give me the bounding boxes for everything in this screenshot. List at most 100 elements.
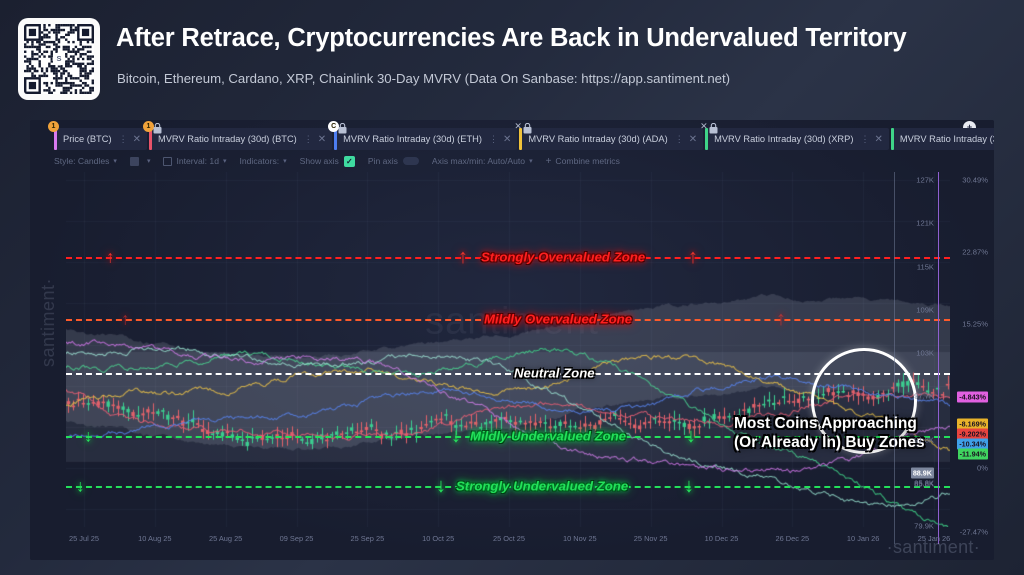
style-dropdown[interactable]: Style: Candles ▾: [54, 156, 117, 166]
date-axis-tick: 10 Nov 25: [562, 534, 597, 543]
checkbox-checked-icon[interactable]: ✓: [343, 155, 355, 167]
close-icon[interactable]: ✕: [514, 121, 522, 131]
zone-arrow: ↑: [106, 247, 115, 267]
tab-close-icon[interactable]: ✕: [317, 133, 327, 145]
show-axis-label: Show axis: [299, 156, 339, 166]
combine-metrics-button[interactable]: + Combine metrics: [546, 156, 620, 167]
axis-minmax-dropdown[interactable]: Axis max/min: Auto/Auto ▾: [432, 156, 533, 166]
metric-tab-2[interactable]: C MVRV Ratio Intraday (30d) (ETH) ⋮ ✕: [328, 121, 518, 150]
percent-axis-tick: -27.47%: [959, 527, 988, 537]
close-icon[interactable]: ✕: [700, 121, 708, 131]
zone-arrow: ↓: [451, 425, 461, 448]
date-axis-tick: 10 Aug 25: [138, 534, 172, 543]
chevron-down-icon: ▾: [113, 158, 117, 165]
price-last-value-badge: 88.9K: [910, 467, 934, 479]
percent-axis-line: [938, 172, 939, 544]
pin-axis-label: Pin axis: [367, 156, 398, 166]
indicators-dropdown[interactable]: Indicators: ▾: [239, 156, 286, 166]
percent-axis-tick: 0%: [977, 463, 988, 473]
series-value-badge: -9.202%: [957, 428, 988, 440]
metric-tab-label: MVRV Ratio Intraday (30d) (ETH): [343, 134, 482, 144]
watermark-center: santiment: [425, 300, 599, 343]
callout-line-2: (Or Already In) Buy Zones: [734, 433, 925, 451]
tab-menu-icon[interactable]: ⋮: [674, 133, 684, 144]
watermark-left: santiment·: [38, 278, 58, 368]
zone-arrow: ↓: [84, 426, 93, 446]
plot-canvas: [66, 172, 950, 527]
tab-menu-icon[interactable]: ⋮: [303, 133, 313, 144]
tab-close-icon[interactable]: ✕: [132, 133, 141, 145]
zone-line: [66, 436, 950, 439]
date-axis-tick: 09 Sep 25: [279, 534, 314, 543]
style-label: Style: Candles: [54, 156, 110, 166]
plus-icon: +: [545, 155, 552, 167]
page-title: After Retrace, Cryptocurrencies Are Back…: [116, 24, 907, 52]
price-axis-tick: 91.8K: [914, 435, 934, 444]
metric-tab-4[interactable]: ✕ MVRV Ratio Intraday (30d) (XRP) ⋮ ✕: [700, 121, 889, 150]
pin-axis-toggle[interactable]: Pin axis: [368, 156, 419, 166]
zone-arrow: ↑: [458, 246, 468, 269]
tab-color-bar: [334, 128, 338, 150]
metric-tab-0[interactable]: 1 Price (BTC) ⋮ ✕: [48, 121, 147, 150]
zone-arrow: ↓: [76, 476, 85, 496]
color-swatch-icon: [129, 156, 139, 166]
price-axis[interactable]: 127K 121K 115K 109K 103K 97.7K 91.8K 85.8K 79.9K…: [894, 172, 936, 544]
metric-tab-label: MVRV Ratio Intraday (30d) (LINK): [899, 134, 994, 144]
chart-toolbar[interactable]: Style: Candles ▾ ▾ Interval: 1d ▾ Indica…: [54, 152, 633, 170]
zone-arrow: ↓: [684, 475, 694, 498]
metric-tab-label: MVRV Ratio Intraday (30d) (XRP): [714, 134, 854, 144]
metric-tab-3[interactable]: ✕ MVRV Ratio Intraday (30d) (ADA) ⋮ ✕: [514, 121, 704, 150]
callout-line-1: Most Coins Approaching: [734, 415, 917, 432]
chevron-down-icon: ▾: [283, 158, 287, 165]
tab-menu-icon[interactable]: ⋮: [118, 133, 128, 144]
interval-dropdown[interactable]: Interval: 1d ▾: [163, 156, 226, 166]
plot-area[interactable]: Strongly Overvalued Zone ↑ ↑ Mildly Overval…: [66, 172, 950, 527]
price-axis-tick: 79.9K: [914, 521, 934, 531]
color-swatch-dropdown[interactable]: ▾: [129, 156, 150, 166]
series-value-badge: -4.843%: [957, 391, 988, 403]
tab-menu-icon[interactable]: ⋮: [860, 133, 870, 144]
lock-icon: [153, 121, 162, 134]
metric-tab-5[interactable]: MVRV Ratio Intraday (30d) (LINK)⋮✕: [890, 128, 994, 150]
zone-line: [66, 486, 950, 489]
lock-icon: [523, 121, 532, 134]
price-axis-tick: 127K: [916, 175, 934, 185]
show-axis-toggle[interactable]: Show axis ✓: [299, 155, 355, 167]
tab-close-icon[interactable]: ✕: [688, 133, 698, 145]
metric-tab-1[interactable]: 1 MVRV Ratio Intraday (30d) (BTC) ⋮ ✕: [142, 121, 333, 150]
toggle-switch-icon[interactable]: [402, 157, 419, 165]
zone-arrow: ↑: [688, 246, 698, 269]
date-axis-tick: 25 Jul 25: [69, 534, 99, 543]
tab-menu-icon[interactable]: ⋮: [488, 133, 498, 144]
qr-code-icon[interactable]: [18, 18, 100, 100]
price-axis-tick: 97.7K: [914, 391, 934, 401]
percent-axis-tick: 30.49%: [962, 175, 988, 185]
metric-tab-label: MVRV Ratio Intraday (30d) (ADA): [528, 134, 668, 144]
axis-minmax-label: Axis max/min: Auto/Auto: [431, 156, 526, 166]
price-secondary-value: 85.8K: [914, 479, 934, 489]
date-axis-tick: 25 Jan 26: [917, 534, 951, 543]
series-value-badge: -11.94%: [957, 448, 988, 460]
tab-color-bar: [148, 128, 152, 150]
metric-tab-label: MVRV Ratio Intraday (30d) (BTC): [157, 134, 297, 144]
price-axis-tick: 115K: [916, 262, 934, 271]
zone-label: Strongly Overvalued Zone: [481, 249, 646, 265]
tab-close-icon[interactable]: ✕: [502, 133, 512, 145]
price-axis-tick: 109K: [916, 305, 934, 315]
date-axis[interactable]: 25 Jul 25 10 Aug 25 25 Aug 25 09 Sep 25 25 S…: [66, 534, 950, 548]
chart-panel: santiment· santiment 1 Price (BTC) ⋮ ✕ 1 MVRV…: [30, 120, 994, 560]
tab-color-bar: [890, 128, 894, 150]
lock-icon: [709, 121, 718, 134]
zone-label: Mildly Overvalued Zone: [484, 311, 633, 327]
metric-tab-bar[interactable]: 1 Price (BTC) ⋮ ✕ 1 MVRV Ratio Intraday (30d)…: [30, 121, 994, 152]
tab-color-bar: [54, 128, 57, 150]
tab-close-icon[interactable]: ✕: [874, 133, 883, 145]
date-axis-tick: 10 Dec 25: [704, 534, 739, 543]
zone-arrow: ↑: [121, 309, 130, 329]
date-axis-tick: 25 Aug 25: [209, 534, 243, 543]
page-subtitle: Bitcoin, Ethereum, Cardano, XRP, Chainli…: [117, 71, 731, 86]
percent-axis[interactable]: 30.49%22.87%15.25%7.023%0%-19.31%-27.47%…: [938, 172, 990, 544]
interval-label: Interval: 1d: [176, 156, 219, 166]
highlight-circle: [811, 348, 917, 454]
